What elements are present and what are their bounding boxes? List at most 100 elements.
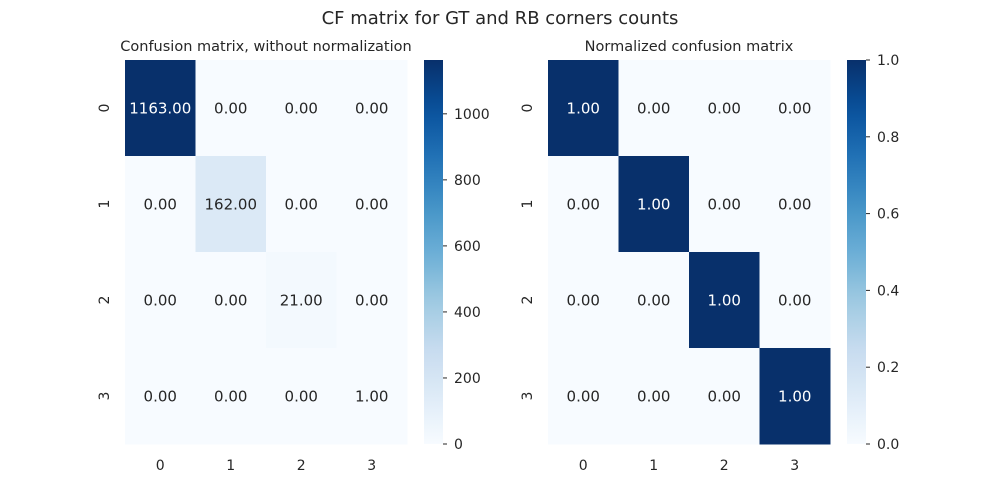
heatmap-cell-r0-c0 xyxy=(548,60,619,157)
heatmap-cell-r0-c2 xyxy=(689,60,760,157)
heatmap-cell-r0-c3 xyxy=(759,60,831,157)
x-tick-label: 0 xyxy=(156,458,165,474)
y-tick-label: 2 xyxy=(97,296,113,305)
heatmap-cell-label-r1-c1: 1.00 xyxy=(637,196,670,214)
heatmap-cell-r0-c3 xyxy=(336,60,408,157)
colorbar-tick-label: 1000 xyxy=(454,107,490,123)
heatmap-cell-r2-c2 xyxy=(689,252,760,349)
heatmap-cell-r3-c3 xyxy=(759,348,831,445)
heatmap-cell-label-r3-c1: 0.00 xyxy=(637,388,670,406)
figure-suptitle: CF matrix for GT and RB corners counts xyxy=(322,8,679,29)
y-tick-label: 1 xyxy=(97,200,113,209)
heatmap-title: Normalized confusion matrix xyxy=(585,39,794,55)
heatmap-cell-label-r1-c2: 0.00 xyxy=(708,196,741,214)
y-tick-label: 3 xyxy=(520,392,536,401)
heatmap-cell-label-r3-c1: 0.00 xyxy=(214,388,247,406)
heatmap-cell-r1-c2 xyxy=(266,156,337,253)
colorbar-tick-label: 400 xyxy=(454,305,481,321)
heatmap-cell-label-r1-c0: 0.00 xyxy=(567,196,600,214)
heatmap-cell-label-r0-c0: 1.00 xyxy=(567,100,600,118)
heatmap-cell-r3-c3 xyxy=(336,348,408,445)
heatmap-cell-label-r3-c3: 1.00 xyxy=(355,388,388,406)
heatmap-cell-label-r2-c2: 21.00 xyxy=(280,292,323,310)
y-tick-label: 0 xyxy=(97,104,113,113)
heatmap-cell-label-r3-c2: 0.00 xyxy=(285,388,318,406)
heatmap-cell-label-r3-c0: 0.00 xyxy=(144,388,177,406)
heatmap-cell-r0-c1 xyxy=(618,60,690,157)
x-tick-label: 0 xyxy=(579,458,588,474)
heatmap-cell-r3-c2 xyxy=(266,348,337,445)
y-tick-label: 0 xyxy=(520,104,536,113)
heatmap-cell-r2-c3 xyxy=(759,252,831,349)
colorbar-tick-label: 0.6 xyxy=(877,207,899,223)
heatmap-cell-r2-c3 xyxy=(336,252,408,349)
x-tick-label: 3 xyxy=(790,458,799,474)
heatmap-title: Confusion matrix, without normalization xyxy=(120,39,411,55)
heatmap-cell-r3-c2 xyxy=(689,348,760,445)
x-tick-label: 1 xyxy=(226,458,235,474)
heatmap-cell-r0-c1 xyxy=(195,60,267,157)
y-tick-label: 3 xyxy=(97,392,113,401)
heatmap-cell-label-r1-c1: 162.00 xyxy=(205,196,258,214)
heatmap-cell-r2-c0 xyxy=(125,252,196,349)
heatmap-cell-label-r2-c3: 0.00 xyxy=(778,292,811,310)
heatmap-cell-label-r0-c1: 0.00 xyxy=(214,100,247,118)
y-tick-label: 1 xyxy=(520,200,536,209)
heatmap-cell-label-r2-c1: 0.00 xyxy=(637,292,670,310)
heatmap-cell-r2-c0 xyxy=(548,252,619,349)
colorbar-tick-label: 200 xyxy=(454,371,481,387)
heatmap-cell-r0-c2 xyxy=(266,60,337,157)
heatmap-cell-label-r1-c0: 0.00 xyxy=(144,196,177,214)
heatmap-cell-label-r0-c3: 0.00 xyxy=(778,100,811,118)
heatmap-cell-label-r2-c0: 0.00 xyxy=(567,292,600,310)
heatmap-cell-r1-c2 xyxy=(689,156,760,253)
heatmap-cell-r1-c1 xyxy=(618,156,690,253)
heatmap-cell-r1-c0 xyxy=(548,156,619,253)
heatmap-cell-r3-c1 xyxy=(618,348,690,445)
colorbar-tick-label: 0.0 xyxy=(877,437,899,453)
heatmap-cell-label-r0-c0: 1163.00 xyxy=(129,100,191,118)
colorbar-tick-label: 0.2 xyxy=(877,360,899,376)
heatmap-cell-r3-c0 xyxy=(125,348,196,445)
heatmap-cell-label-r0-c2: 0.00 xyxy=(285,100,318,118)
heatmap-panel-raw: Confusion matrix, without normalization 1… xyxy=(97,39,490,474)
heatmap-cell-r1-c0 xyxy=(125,156,196,253)
heatmap-cell-r1-c1 xyxy=(195,156,267,253)
colorbar-tick-label: 0 xyxy=(454,437,463,453)
heatmap-cell-label-r0-c3: 0.00 xyxy=(355,100,388,118)
heatmap-cell-r2-c1 xyxy=(618,252,690,349)
heatmap-cell-label-r1-c2: 0.00 xyxy=(285,196,318,214)
heatmap-cell-r0-c0 xyxy=(125,60,196,157)
heatmap-cell-label-r2-c3: 0.00 xyxy=(355,292,388,310)
heatmap-cell-label-r2-c1: 0.00 xyxy=(214,292,247,310)
heatmap-cell-r1-c3 xyxy=(759,156,831,253)
heatmap-cell-r2-c2 xyxy=(266,252,337,349)
heatmap-cell-label-r0-c2: 0.00 xyxy=(708,100,741,118)
heatmap-cell-label-r2-c0: 0.00 xyxy=(144,292,177,310)
heatmap-cell-label-r0-c1: 0.00 xyxy=(637,100,670,118)
heatmap-cell-label-r3-c3: 1.00 xyxy=(778,388,811,406)
colorbar xyxy=(847,60,866,444)
heatmap-cell-label-r1-c3: 0.00 xyxy=(355,196,388,214)
heatmap-cell-r3-c1 xyxy=(195,348,267,445)
colorbar xyxy=(424,60,443,444)
heatmap-cell-label-r3-c2: 0.00 xyxy=(708,388,741,406)
x-tick-label: 1 xyxy=(649,458,658,474)
heatmap-cell-r3-c0 xyxy=(548,348,619,445)
heatmap-cell-r2-c1 xyxy=(195,252,267,349)
x-tick-label: 3 xyxy=(367,458,376,474)
x-tick-label: 2 xyxy=(720,458,729,474)
heatmap-cell-label-r1-c3: 0.00 xyxy=(778,196,811,214)
colorbar-tick-label: 0.4 xyxy=(877,283,899,299)
colorbar-tick-label: 1.0 xyxy=(877,53,899,69)
x-tick-label: 2 xyxy=(297,458,306,474)
colorbar-tick-label: 600 xyxy=(454,239,481,255)
y-tick-label: 2 xyxy=(520,296,536,305)
heatmap-cell-label-r2-c2: 1.00 xyxy=(708,292,741,310)
heatmap-cell-label-r3-c0: 0.00 xyxy=(567,388,600,406)
colorbar-tick-label: 800 xyxy=(454,173,481,189)
colorbar-tick-label: 0.8 xyxy=(877,130,899,146)
